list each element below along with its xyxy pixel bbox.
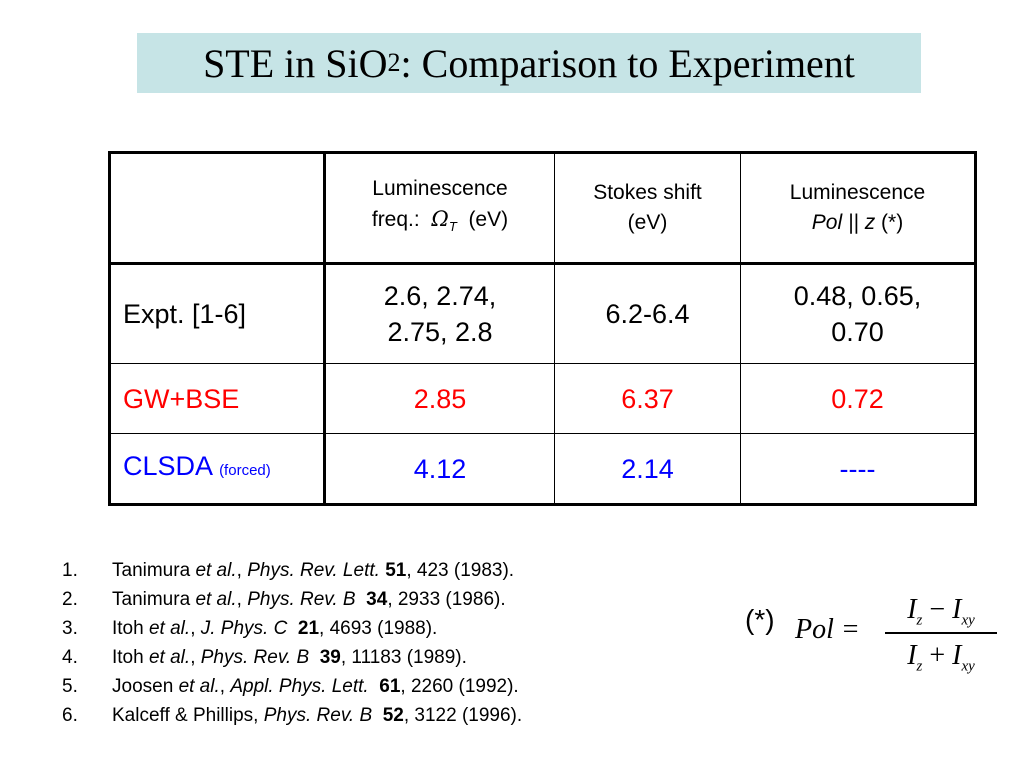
cell-freq: 2.6, 2.74, 2.75, 2.8 bbox=[324, 263, 555, 364]
slide-title: STE in SiO 2: Comparison to Experiment bbox=[137, 33, 921, 93]
header-lum-pol: Luminescence Pol || z (*) bbox=[740, 153, 975, 265]
comparison-table: Luminescence freq.: ΩT (eV) Stokes shift… bbox=[108, 151, 977, 506]
reference-item: 1. Tanimura et al., Phys. Rev. Lett. 51, … bbox=[62, 560, 515, 581]
formula-numerator: Iz − Ixy bbox=[907, 594, 975, 629]
row-label: GW+BSE bbox=[110, 363, 326, 434]
cell-pol: 0.72 bbox=[740, 363, 975, 434]
reference-item: 3. Itoh et al., J. Phys. C 21, 4693 (1988… bbox=[62, 618, 438, 639]
reference-item: 5. Joosen et al., Appl. Phys. Lett. 61, 2… bbox=[62, 676, 519, 697]
header-lum-freq-line1: Luminescence bbox=[372, 176, 508, 200]
formula-marker: (*) bbox=[745, 604, 775, 635]
title-prefix: STE in SiO bbox=[203, 40, 388, 86]
forced-note: (forced) bbox=[219, 462, 271, 479]
header-lum-freq: Luminescence freq.: ΩT (eV) bbox=[324, 153, 555, 265]
polarization-formula: (*) Pol = Iz − Ixy Iz + Ixy bbox=[745, 590, 1005, 685]
header-empty-cell bbox=[110, 153, 326, 265]
table-row-expt: Expt. [1-6] 2.6, 2.74, 2.75, 2.8 6.2-6.4… bbox=[110, 263, 975, 364]
formula-lhs: Pol = bbox=[795, 614, 860, 645]
fraction-bar bbox=[885, 632, 997, 634]
reference-list: 1. Tanimura et al., Phys. Rev. Lett. 51, … bbox=[62, 556, 522, 730]
reference-item: 2. Tanimura et al., Phys. Rev. B 34, 2933… bbox=[62, 589, 506, 610]
omega-symbol: ΩT bbox=[431, 206, 457, 235]
cell-pol: ---- bbox=[740, 433, 975, 504]
cell-stokes: 6.2-6.4 bbox=[554, 263, 741, 364]
cell-stokes: 6.37 bbox=[554, 363, 741, 434]
row-label: Expt. [1-6] bbox=[110, 263, 326, 364]
title-suffix: : Comparison to Experiment bbox=[400, 40, 855, 86]
table-header-row: Luminescence freq.: ΩT (eV) Stokes shift… bbox=[110, 153, 975, 265]
row-label: CLSDA (forced) bbox=[110, 433, 326, 504]
header-lum-freq-line2: freq.: ΩT (eV) bbox=[371, 206, 509, 235]
cell-pol: 0.48, 0.65, 0.70 bbox=[740, 263, 975, 364]
table-row-clsda: CLSDA (forced) 4.12 2.14 ---- bbox=[110, 433, 975, 504]
header-stokes-shift: Stokes shift (eV) bbox=[554, 153, 741, 265]
cell-freq: 4.12 bbox=[324, 433, 555, 504]
reference-item: 4. Itoh et al., Phys. Rev. B 39, 11183 (1… bbox=[62, 647, 467, 668]
formula-denominator: Iz + Ixy bbox=[907, 640, 975, 675]
formula-fraction: Iz − Ixy Iz + Ixy bbox=[885, 590, 997, 676]
table-row-gwbse: GW+BSE 2.85 6.37 0.72 bbox=[110, 363, 975, 434]
cell-freq: 2.85 bbox=[324, 363, 555, 434]
cell-stokes: 2.14 bbox=[554, 433, 741, 504]
reference-item: 6. Kalceff & Phillips, Phys. Rev. B 52, 3… bbox=[62, 705, 523, 726]
